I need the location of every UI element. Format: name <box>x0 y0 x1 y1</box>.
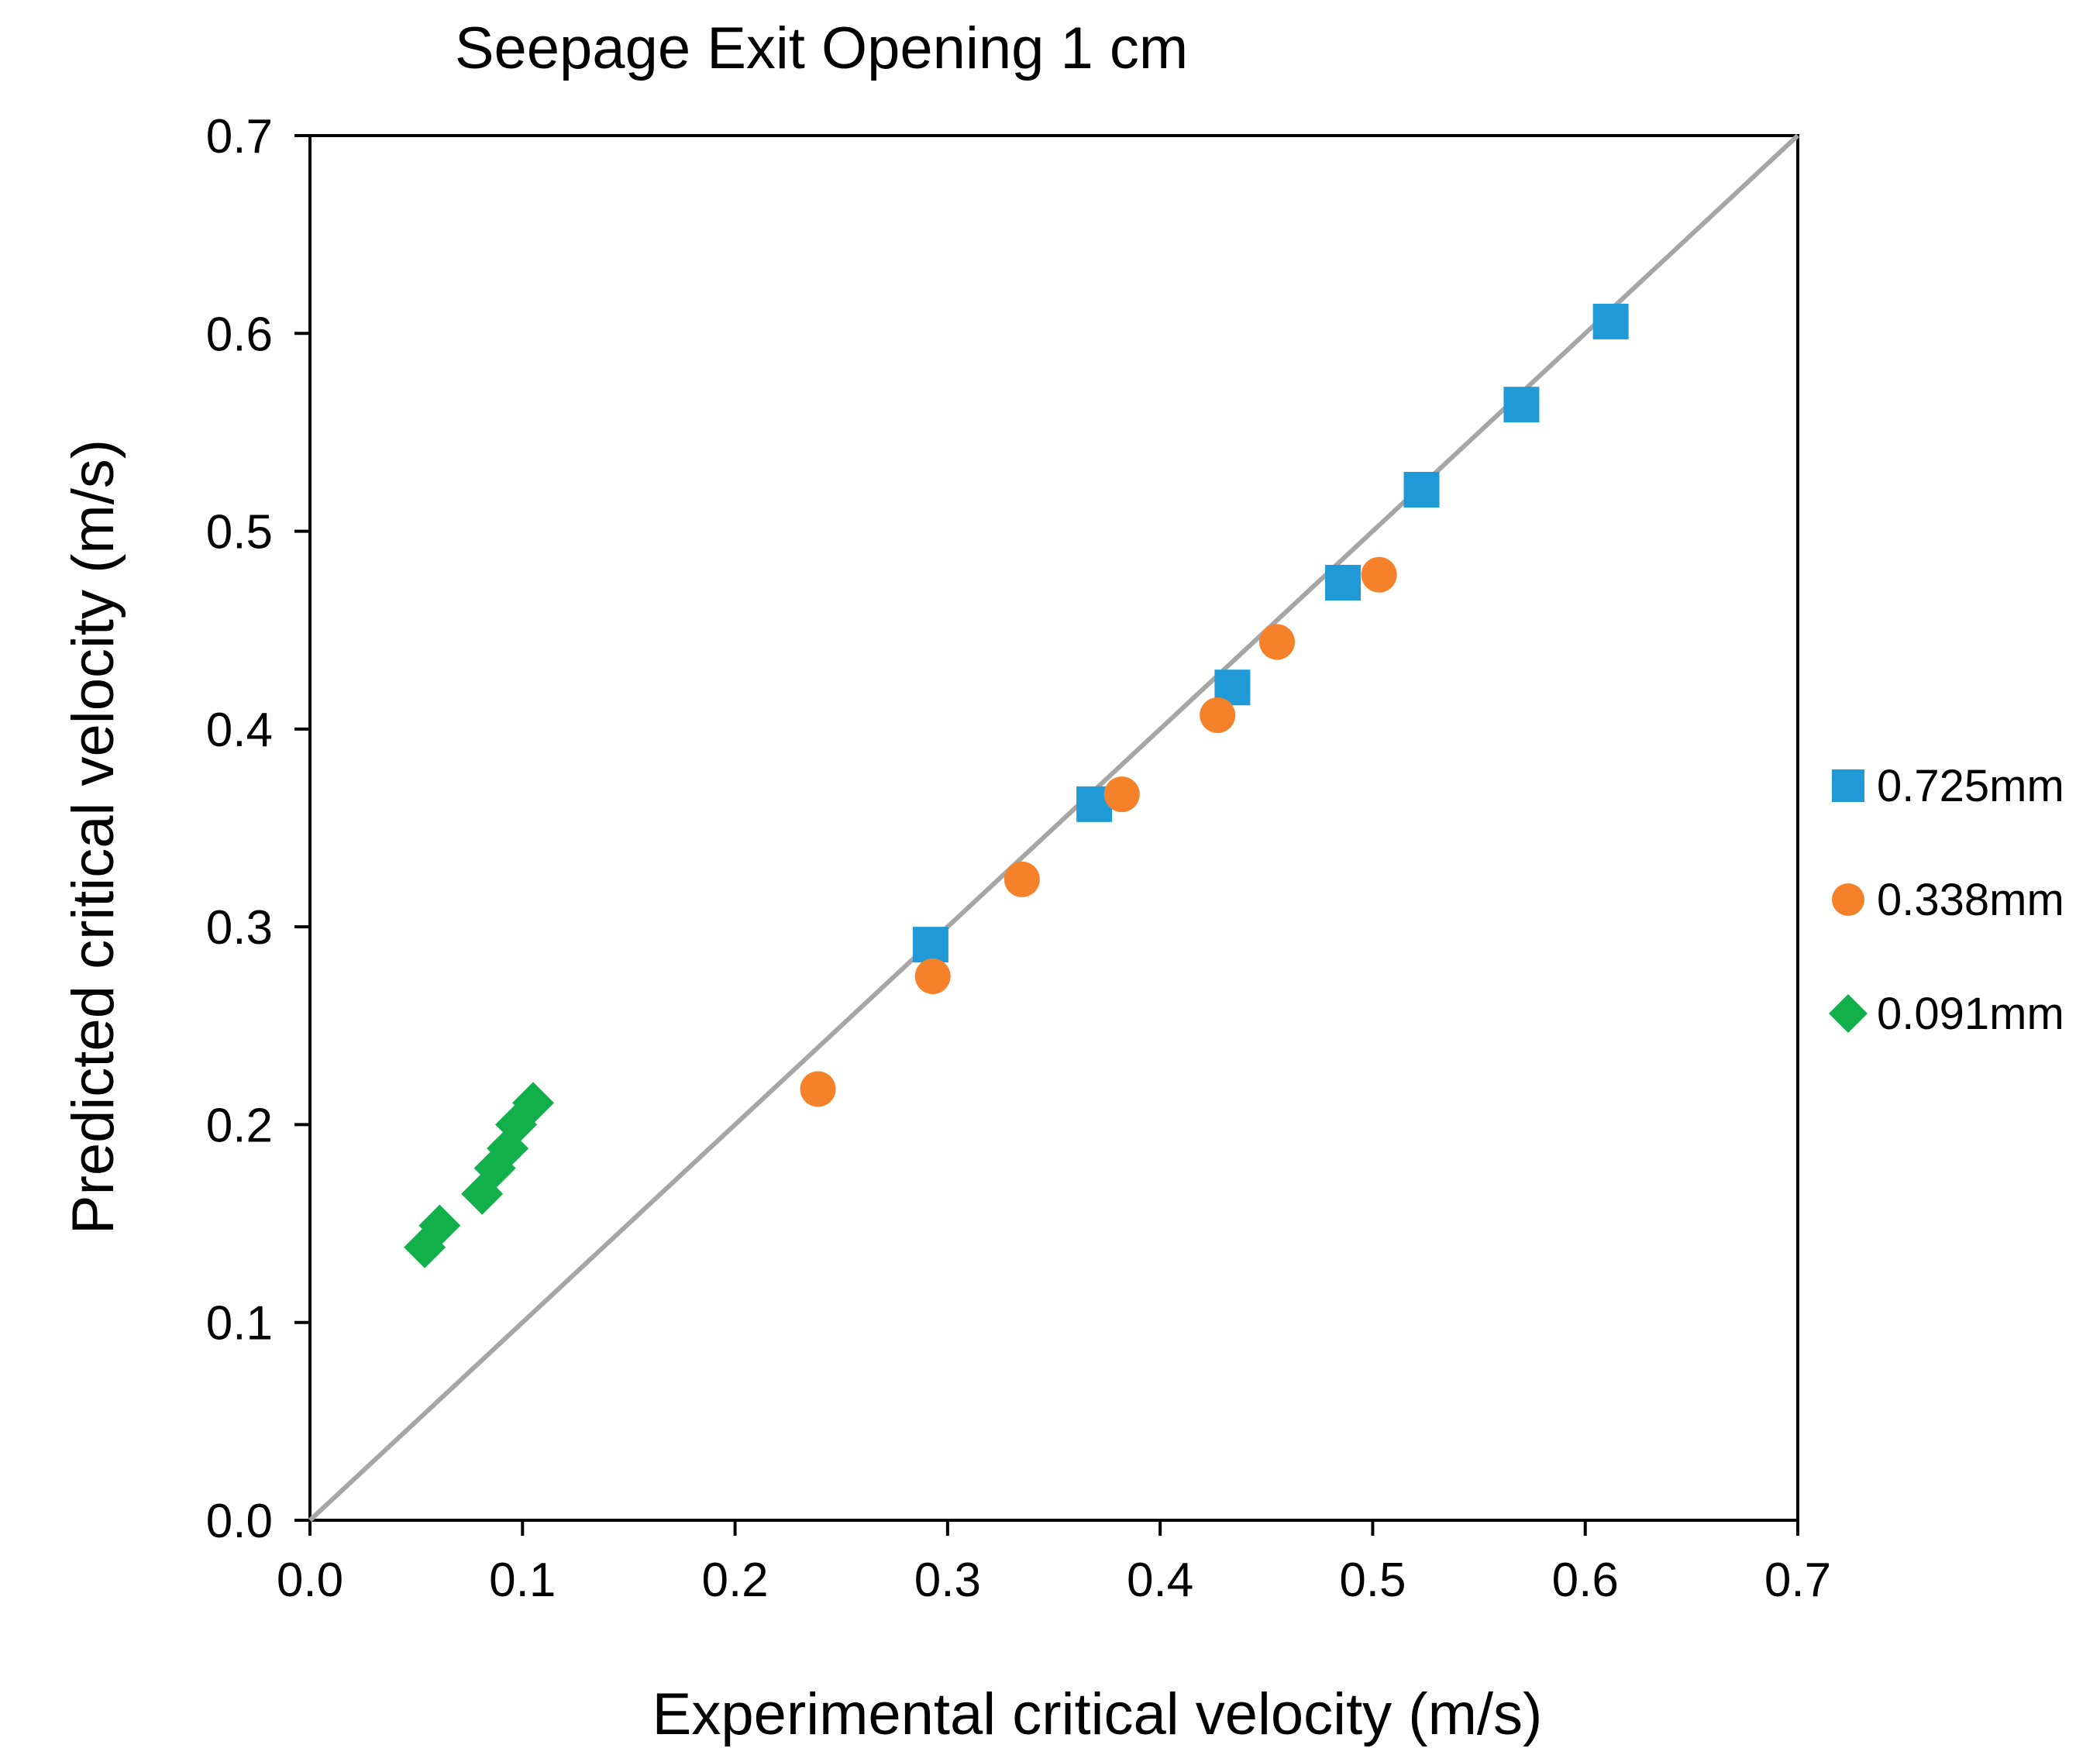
data-point <box>512 1082 554 1124</box>
data-point <box>800 1071 836 1107</box>
y-tick-label: 0.1 <box>206 1297 273 1351</box>
x-tick-label: 0.4 <box>1127 1554 1193 1607</box>
x-tick-label: 0.7 <box>1764 1554 1831 1607</box>
x-tick-label: 0.1 <box>489 1554 556 1607</box>
legend: 0.725mm 0.338mm 0.091mm <box>1829 761 2064 1039</box>
data-point <box>1259 624 1295 660</box>
data-point <box>1503 387 1540 423</box>
y-tick-label: 0.3 <box>206 901 273 955</box>
x-tick-label: 0.6 <box>1552 1554 1619 1607</box>
y-tick-label: 0.4 <box>206 704 273 757</box>
y-tick-label: 0.0 <box>206 1495 273 1548</box>
legend-marker-circle <box>1832 883 1864 916</box>
legend-item: 0.725mm <box>1832 761 2064 811</box>
data-point <box>1592 303 1629 339</box>
plot-area: 0.0 0.1 0.2 0.3 0.4 0.5 0.6 0.7 0.0 0.1 0.2 0.3 0.4 0… <box>206 110 1831 1607</box>
x-tick-label: 0.2 <box>701 1554 768 1607</box>
series-square <box>912 303 1629 963</box>
legend-item: 0.091mm <box>1829 989 2064 1039</box>
data-point <box>1361 556 1397 593</box>
legend-item: 0.338mm <box>1832 875 2064 925</box>
data-point <box>912 927 948 963</box>
x-axis-label: Experimental critical velocity (m/s) <box>652 1681 1543 1747</box>
legend-marker-square <box>1832 769 1864 802</box>
y-axis-label: Predicted critical velocity (m/s) <box>60 439 126 1234</box>
data-point <box>914 958 951 994</box>
series-circle <box>800 556 1397 1107</box>
chart-title: Seepage Exit Opening 1 cm <box>455 15 1188 81</box>
series-diamond <box>404 1082 554 1268</box>
y-tick-label: 0.2 <box>206 1099 273 1152</box>
reference-line <box>308 133 1800 1523</box>
legend-label: 0.091mm <box>1877 989 2064 1039</box>
data-point <box>418 1204 461 1247</box>
y-tick-label: 0.6 <box>206 308 273 361</box>
legend-marker-diamond <box>1829 994 1868 1033</box>
x-tick-label: 0.5 <box>1339 1554 1406 1607</box>
data-point <box>1325 564 1362 601</box>
data-point <box>1004 861 1040 897</box>
data-point <box>1103 776 1140 813</box>
x-tick-label: 0.0 <box>277 1554 343 1607</box>
data-point <box>1403 471 1440 508</box>
x-tick-label: 0.3 <box>914 1554 981 1607</box>
y-tick-label: 0.7 <box>206 110 273 163</box>
legend-label: 0.338mm <box>1877 875 2064 925</box>
y-tick-label: 0.5 <box>206 506 273 559</box>
legend-label: 0.725mm <box>1877 761 2064 811</box>
data-point <box>1200 697 1236 733</box>
plot-border <box>308 134 1799 1522</box>
